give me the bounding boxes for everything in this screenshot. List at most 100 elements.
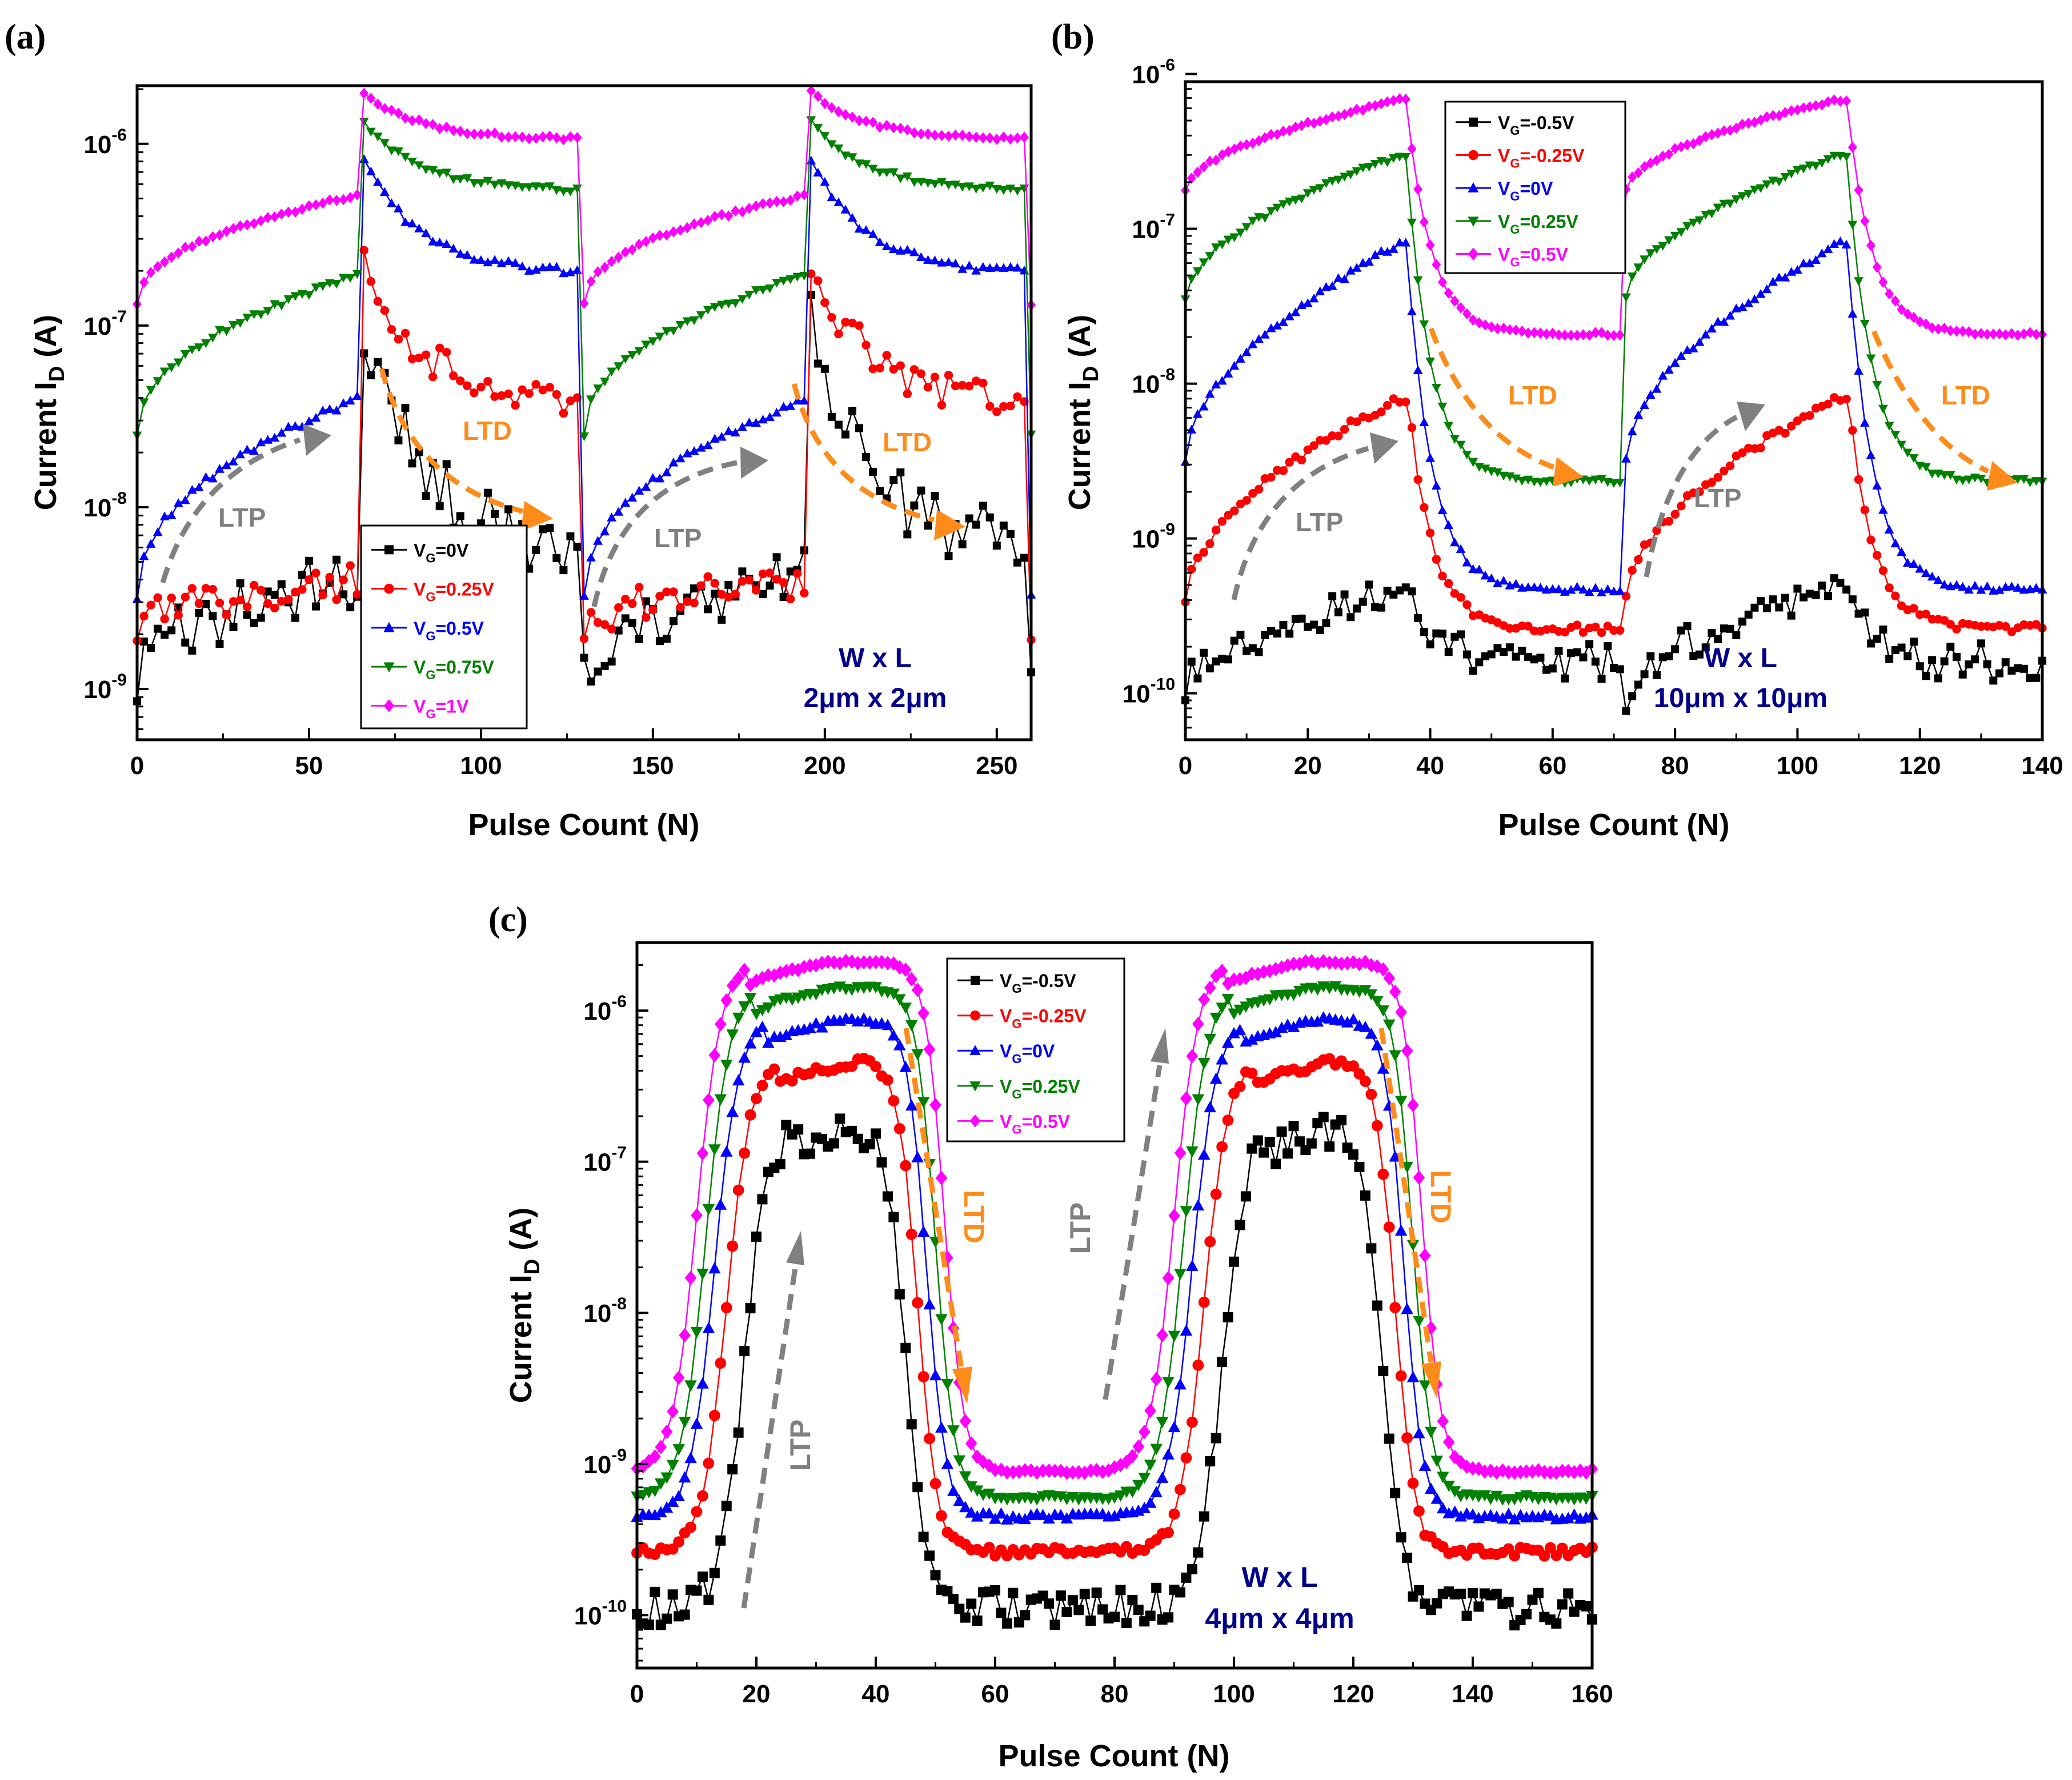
chart-b-data-point [1474, 564, 1484, 574]
chart-b-data-point [1340, 274, 1349, 283]
chart-c-data-point [1365, 1088, 1377, 1100]
chart-a-data-point [518, 131, 527, 143]
chart-c-ticks: 0 20 40 60 80 100 120 140 16010-1010-910-810-710… [574, 964, 1613, 1708]
chart-b-data-point [1523, 582, 1533, 591]
chart-c-data-point [691, 1208, 703, 1223]
chart-a-data-point [917, 486, 925, 495]
chart-a-data-point [442, 121, 451, 133]
chart-a-data-point [579, 432, 589, 442]
chart-c-data-point [972, 1615, 983, 1626]
chart-c-data-point [1204, 1236, 1216, 1248]
chart-b-data-point [1805, 258, 1815, 267]
chart-b-data-point [1939, 471, 1949, 480]
chart-b-data-point [1694, 216, 1705, 225]
chart-b-legend-label: VG=-0.25V [1498, 145, 1585, 170]
chart-b-xlabel: Pulse Count (N) [1498, 808, 1730, 842]
chart-c-data-point [1001, 1618, 1012, 1629]
chart-b-data-point [1413, 475, 1422, 484]
chart-b-ytick-label: 10-9 [1132, 520, 1175, 554]
chart-b-data-point [1248, 138, 1257, 149]
chart-c-data-point [1442, 1434, 1455, 1450]
chart-c-data-point [672, 1370, 685, 1385]
chart-b-data-point [1578, 628, 1588, 637]
chart-c-data-point [947, 1425, 960, 1437]
chart-b-data-point [1267, 472, 1276, 482]
chart-a-data-point [318, 590, 327, 600]
chart-b-data-point [1946, 643, 1955, 651]
chart-a-data-point [593, 384, 603, 394]
chart-a-data-point [738, 206, 747, 218]
chart-b-data-point [1346, 613, 1355, 622]
chart-a-legend-label: VG=0V [414, 540, 469, 565]
chart-c-data-point [1389, 1050, 1401, 1062]
chart-b-data-point [1737, 192, 1748, 201]
chart-b-data-point [1205, 388, 1215, 398]
chart-b-data-point [1241, 223, 1252, 232]
chart-b-data-point [1211, 154, 1221, 166]
chart-c-data-point [905, 972, 918, 987]
chart-b-data-point [1976, 475, 1986, 484]
chart-c-data-point [1162, 1270, 1175, 1285]
chart-a-data-point [387, 146, 396, 155]
chart-b-data-point [1909, 454, 1919, 463]
chart-b-data-point [1200, 648, 1208, 657]
chart-b-data-point [1927, 615, 1937, 624]
chart-c-data-point [1407, 1097, 1419, 1113]
chart-a-data-point [1012, 132, 1022, 144]
chart-b-data-point [1223, 368, 1233, 378]
chart-a-data-point [716, 300, 727, 310]
chart-c-data-point [1544, 1542, 1556, 1554]
chart-a-data-point [209, 612, 217, 620]
chart-c-data-point [1198, 992, 1211, 1007]
chart-c-data-point [703, 1594, 714, 1605]
chart-a-data-point [992, 542, 1001, 550]
chart-b-data-point [1640, 670, 1649, 679]
chart-a-data-point [662, 635, 671, 643]
chart-a-data-point [992, 262, 1002, 272]
chart-c-data-point [1360, 1076, 1371, 1087]
chart-b-data-point [1854, 277, 1863, 286]
chart-b-data-point [1529, 327, 1539, 339]
chart-a-data-point [985, 402, 995, 411]
chart-a-data-point [456, 512, 464, 520]
chart-c-data-point [662, 1613, 672, 1624]
chart-b-data-point [1211, 379, 1221, 388]
chart-b-data-point [1940, 657, 1949, 666]
chart-b-data-point [1603, 622, 1612, 631]
chart-c-data-point [1544, 1509, 1557, 1521]
chart-b-data-point [1420, 628, 1428, 636]
chart-c-data-point [1430, 1492, 1444, 1504]
chart-c-data-point [1372, 1300, 1382, 1311]
chart-b-data-point [1823, 244, 1833, 254]
chart-b-data-point [1762, 180, 1772, 190]
chart-b-data-point [1297, 455, 1306, 465]
chart-c-data-point [751, 1093, 762, 1105]
chart-c-data-point [1192, 1094, 1205, 1106]
chart-b-data-point [1848, 595, 1857, 604]
chart-b-data-point [1781, 594, 1789, 602]
chart-a-data-point [799, 395, 809, 405]
chart-a-data-point [331, 406, 342, 415]
chart-b-data-point [1364, 163, 1374, 172]
chart-c-data-point [757, 1194, 768, 1205]
chart-a-data-point [311, 568, 320, 578]
chart-c-data-point [1168, 1508, 1180, 1520]
chart-c-data-point [1384, 1433, 1394, 1444]
chart-c-data-point [1247, 1143, 1257, 1154]
chart-a-data-point [166, 510, 177, 519]
chart-b-data-point [1505, 324, 1514, 336]
chart-b-data-point [2007, 666, 2016, 675]
chart-b-data-point [1762, 284, 1772, 294]
chart-c-data-point [1192, 1199, 1205, 1211]
chart-c-data-point [1187, 1564, 1197, 1575]
chart-a-data-point [896, 122, 905, 134]
chart-b-data-point [1475, 658, 1484, 667]
chart-a-data-point [544, 182, 555, 191]
chart-c-data-point [1448, 1486, 1461, 1498]
chart-a-data-point [524, 389, 534, 398]
chart-b-data-point [1236, 140, 1245, 152]
chart-b-data-point [1909, 559, 1919, 568]
chart-c-data-point [1252, 1135, 1263, 1146]
chart-b-data-point [1285, 630, 1294, 638]
chart-b-data-point [1928, 656, 1937, 664]
